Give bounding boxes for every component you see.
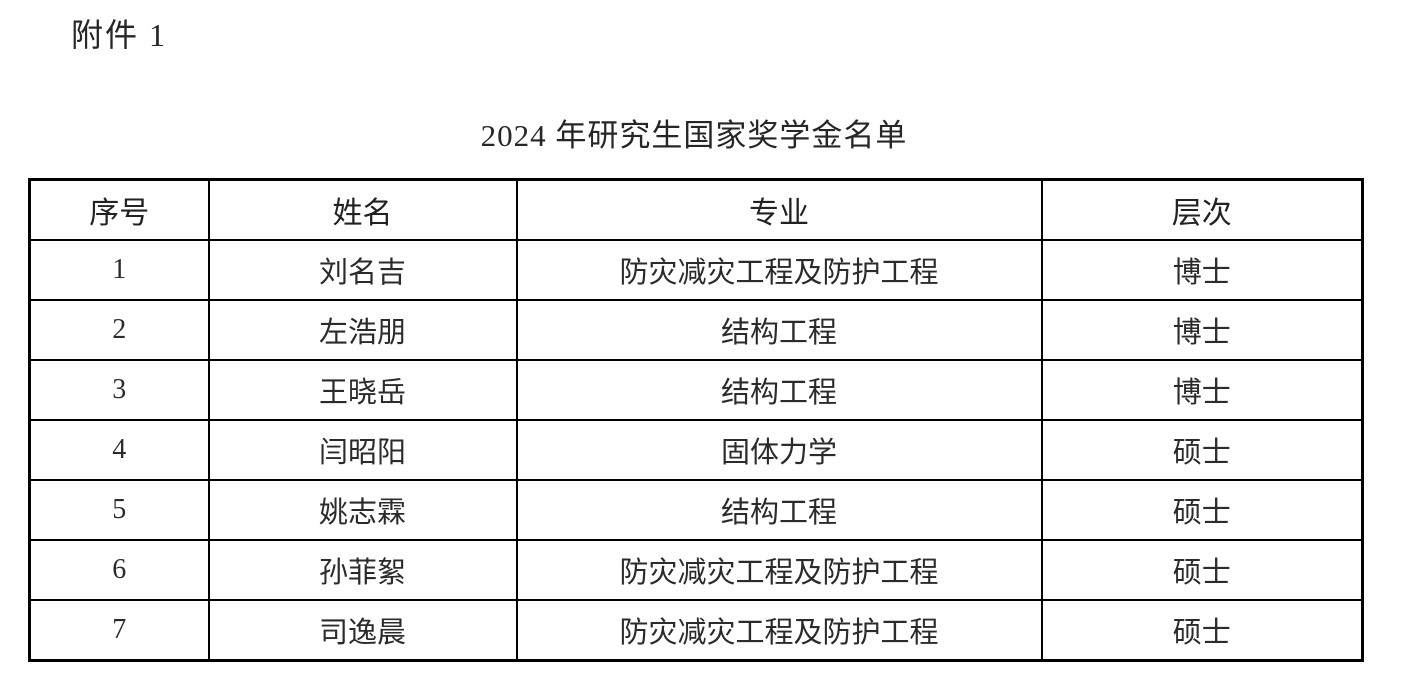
cell-name: 刘名吉 [207, 239, 518, 301]
table-row: 4 闫昭阳 固体力学 硕士 [28, 419, 1364, 481]
column-header-major: 专业 [515, 178, 1043, 241]
page-title: 2024 年研究生国家奖学金名单 [480, 118, 908, 153]
cell-name: 孙菲絮 [207, 539, 518, 601]
cell-name: 姚志霖 [207, 479, 518, 541]
cell-level: 硕士 [1040, 599, 1364, 662]
cell-no: 7 [28, 599, 210, 662]
cell-level: 硕士 [1040, 539, 1364, 601]
cell-major: 防灾减灾工程及防护工程 [515, 599, 1043, 662]
table-row: 5 姚志霖 结构工程 硕士 [28, 479, 1364, 541]
cell-no: 2 [28, 299, 210, 361]
cell-name: 王晓岳 [207, 359, 518, 421]
scholarship-table: 序号 姓名 专业 层次 1 刘名吉 防灾减灾工程及防护工程 博士 2 左浩朋 结构工程 博士 3… [28, 178, 1364, 662]
cell-major: 防灾减灾工程及防护工程 [515, 239, 1043, 301]
cell-major: 结构工程 [515, 479, 1043, 541]
table-body: 1 刘名吉 防灾减灾工程及防护工程 博士 2 左浩朋 结构工程 博士 3 王晓岳 结构工程 博士 4 闫昭… [28, 239, 1364, 662]
table-header: 序号 姓名 专业 层次 [28, 178, 1364, 241]
cell-no: 3 [28, 359, 210, 421]
cell-level: 硕士 [1040, 419, 1364, 481]
cell-name: 司逸晨 [207, 599, 518, 662]
cell-no: 5 [28, 479, 210, 541]
cell-major: 结构工程 [515, 299, 1043, 361]
table-row: 6 孙菲絮 防灾减灾工程及防护工程 硕士 [28, 539, 1364, 601]
table-row: 3 王晓岳 结构工程 博士 [28, 359, 1364, 421]
attachment-label: 附件 1 [71, 17, 168, 53]
cell-level: 硕士 [1040, 479, 1364, 541]
cell-no: 4 [28, 419, 210, 481]
cell-no: 1 [28, 239, 210, 301]
cell-name: 左浩朋 [207, 299, 518, 361]
header-row: 序号 姓名 专业 层次 [28, 178, 1364, 241]
cell-major: 结构工程 [515, 359, 1043, 421]
column-header-name: 姓名 [207, 178, 518, 241]
cell-level: 博士 [1040, 359, 1364, 421]
cell-level: 博士 [1040, 299, 1364, 361]
cell-major: 固体力学 [515, 419, 1043, 481]
cell-name: 闫昭阳 [207, 419, 518, 481]
table-row: 7 司逸晨 防灾减灾工程及防护工程 硕士 [28, 599, 1364, 662]
cell-level: 博士 [1040, 239, 1364, 301]
table-row: 2 左浩朋 结构工程 博士 [28, 299, 1364, 361]
column-header-no: 序号 [28, 178, 210, 241]
column-header-level: 层次 [1040, 178, 1364, 241]
table-row: 1 刘名吉 防灾减灾工程及防护工程 博士 [28, 239, 1364, 301]
cell-major: 防灾减灾工程及防护工程 [515, 539, 1043, 601]
cell-no: 6 [28, 539, 210, 601]
